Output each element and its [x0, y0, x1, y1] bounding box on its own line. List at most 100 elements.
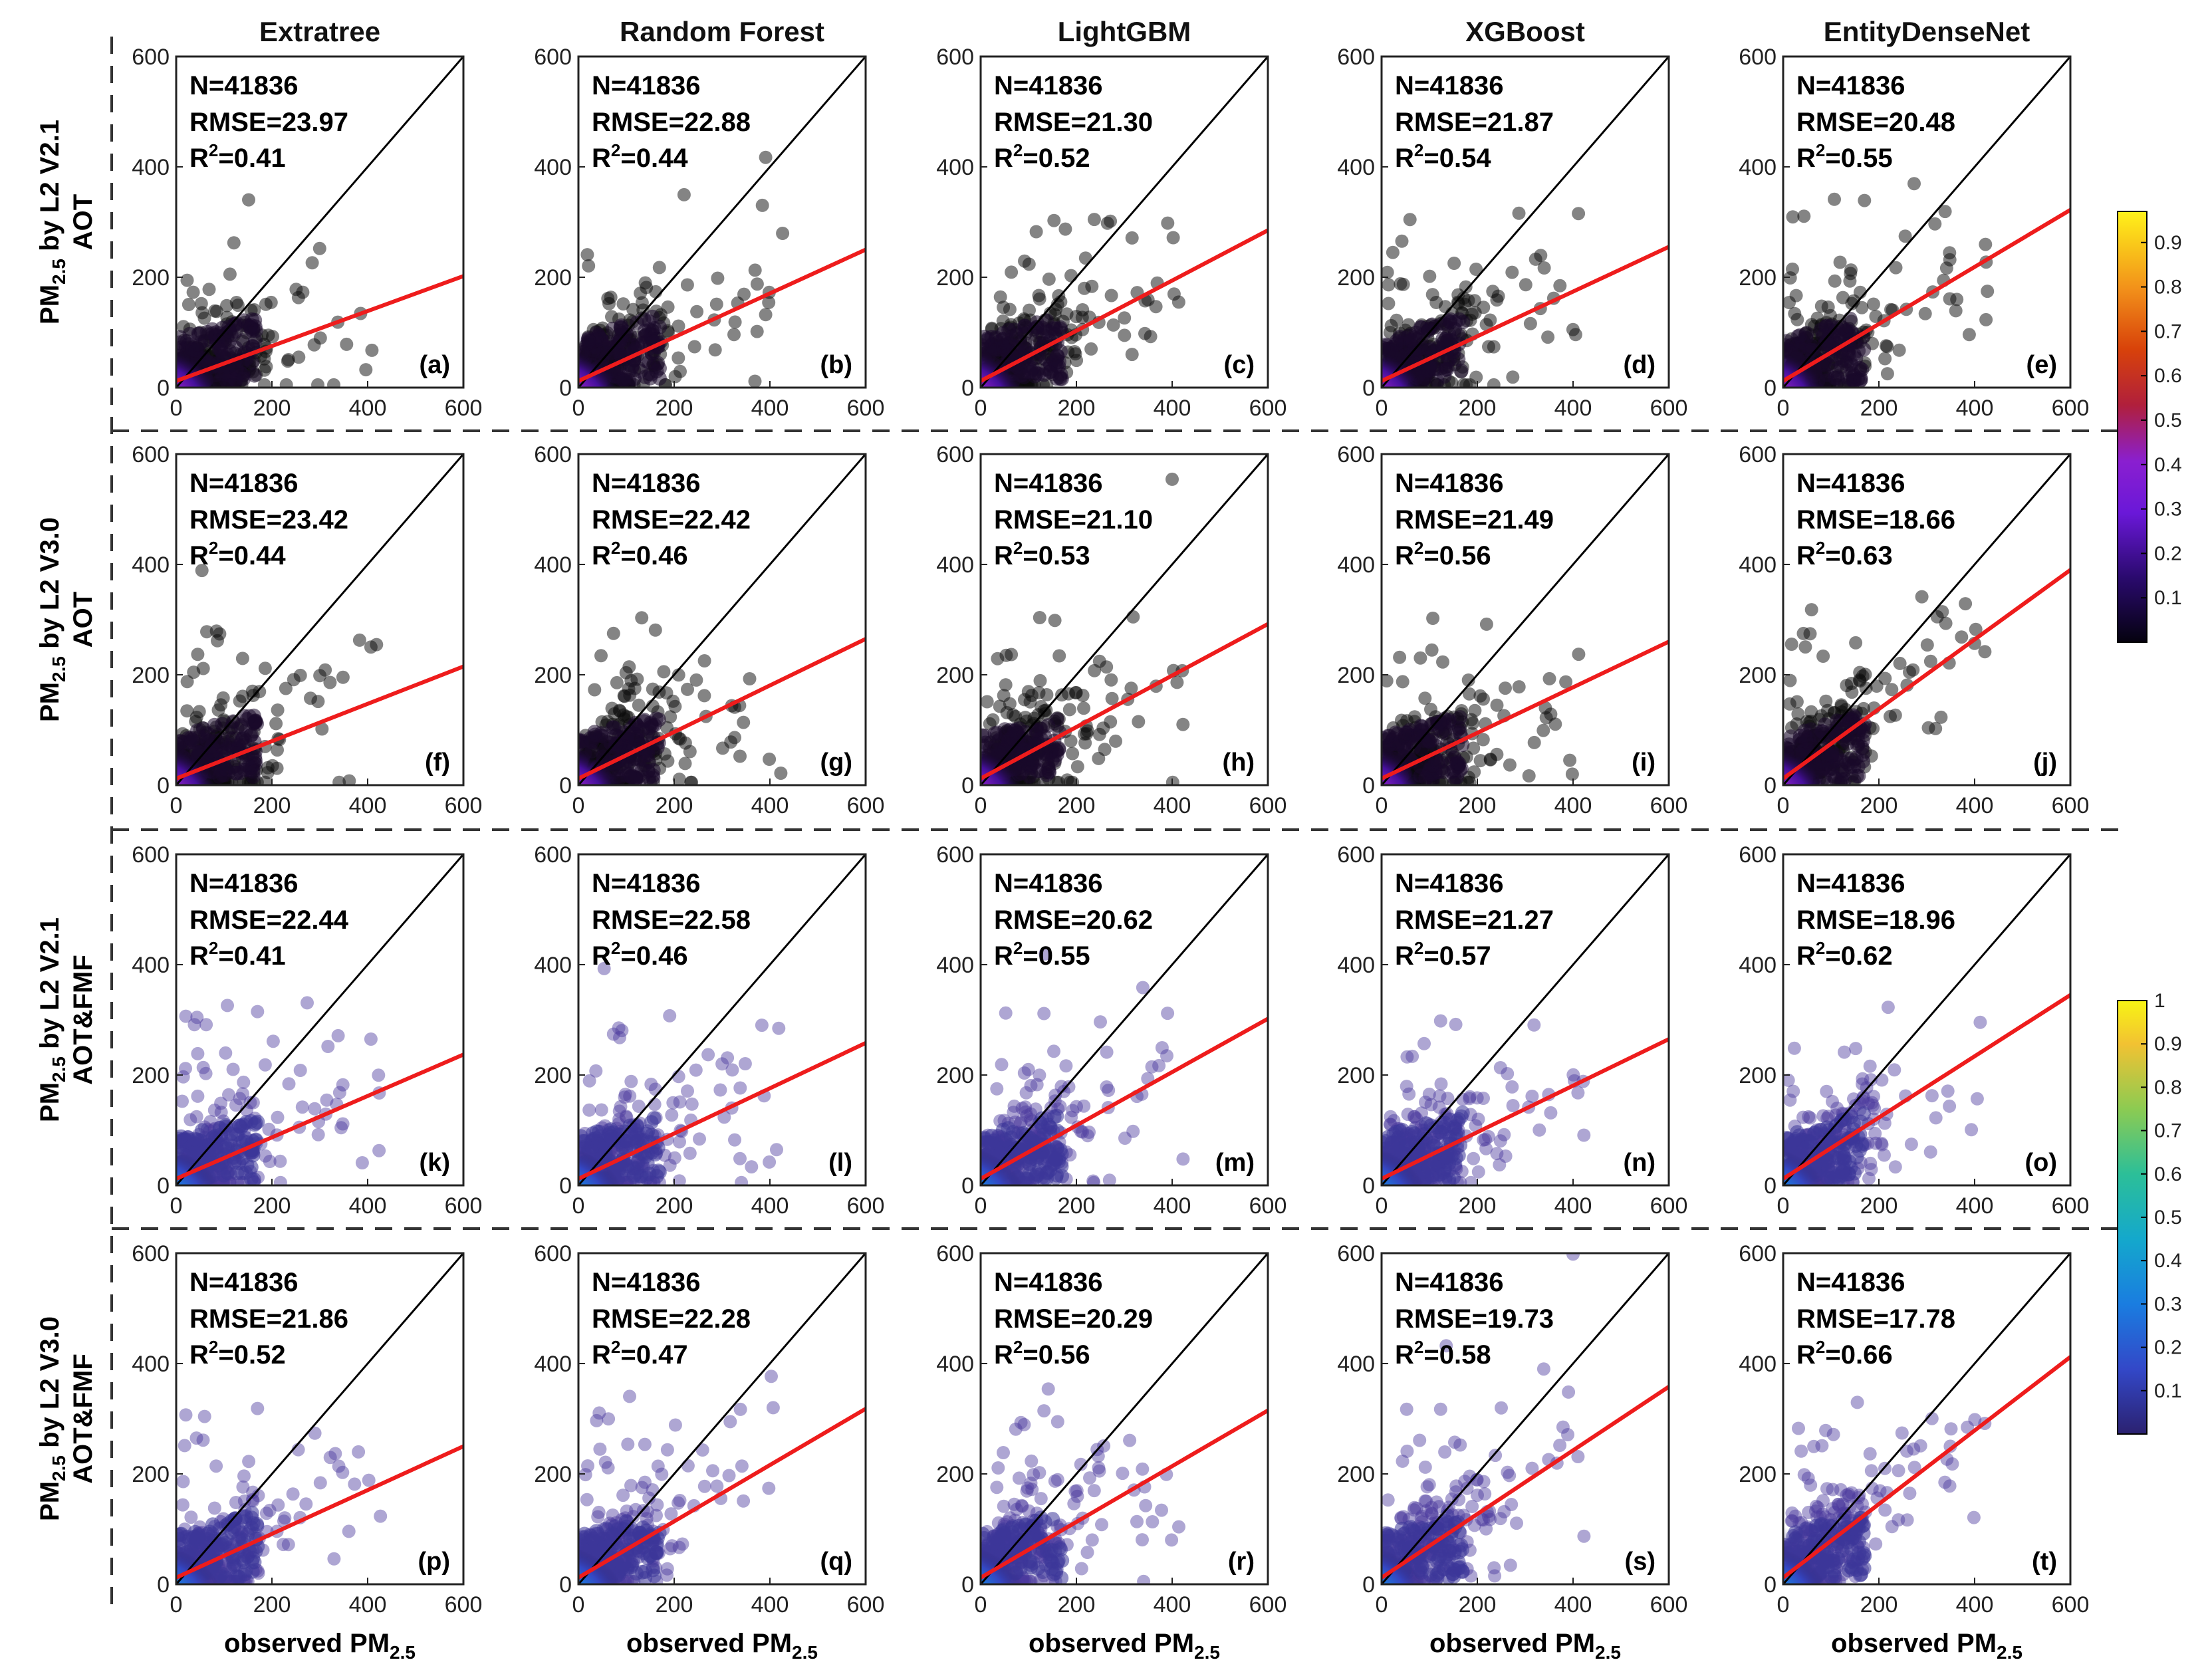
- scatter-point: [1490, 698, 1504, 712]
- scatter-point: [1106, 318, 1120, 332]
- scatter-point: [1469, 263, 1483, 276]
- scatter-point: [207, 1103, 221, 1117]
- panel-label: (h): [1222, 749, 1255, 777]
- stat-rmse: RMSE=18.66: [1796, 505, 1955, 535]
- y-tick-label: 600: [1337, 442, 1375, 467]
- stat-rmse: RMSE=21.49: [1395, 505, 1554, 535]
- row-label-line2: AOT&FMF: [68, 955, 98, 1085]
- x-tick-label: 600: [445, 793, 483, 818]
- scatter-point: [1032, 686, 1046, 699]
- scatter-point: [1790, 312, 1804, 326]
- scatter-point: [1979, 312, 1993, 326]
- y-tick-label: 0: [1764, 773, 1777, 798]
- scatter-point: [1565, 767, 1579, 781]
- scatter-point: [1144, 330, 1158, 344]
- scatter-point: [1880, 367, 1894, 381]
- scatter-point: [1426, 758, 1441, 773]
- scatter-point: [1959, 597, 1973, 611]
- x-tick-label: 400: [1554, 396, 1592, 421]
- scatter-point: [1084, 342, 1098, 356]
- one-to-one-line: [578, 57, 866, 388]
- scatter-point: [1523, 316, 1537, 330]
- stat-r2: R2=0.56: [1395, 538, 1491, 570]
- x-tick-label: 0: [572, 793, 585, 818]
- y-tick-label: 0: [157, 1173, 170, 1199]
- scatter-point: [725, 1063, 739, 1077]
- scatter-point: [1938, 205, 1952, 219]
- scatter-point: [1962, 328, 1976, 342]
- scatter-point: [708, 343, 722, 357]
- scatter-point: [684, 775, 698, 785]
- scatter-point: [1457, 291, 1471, 305]
- scatter-point: [737, 715, 751, 729]
- scatter-point: [1451, 352, 1466, 367]
- scatter-point: [271, 743, 284, 757]
- scatter-point: [190, 1011, 204, 1024]
- scatter-point: [1893, 656, 1907, 670]
- scatter-point: [1858, 193, 1872, 207]
- scatter-point: [630, 338, 646, 353]
- scatter-point: [1843, 759, 1858, 775]
- scatter-point: [632, 698, 646, 712]
- scatter-point: [1838, 713, 1854, 728]
- x-tick-label: 0: [572, 1193, 585, 1219]
- scatter-point: [1845, 685, 1859, 699]
- y-tick-label: 400: [132, 953, 170, 978]
- scatter-point: [745, 1160, 759, 1174]
- scatter-point: [701, 1048, 715, 1062]
- scatter-point: [1171, 295, 1185, 309]
- scatter-point: [618, 1088, 632, 1102]
- scatter-point: [231, 738, 247, 753]
- scatter-point: [242, 193, 255, 207]
- y-tick-label: 0: [1362, 773, 1375, 798]
- scatter-point: [632, 1100, 646, 1113]
- scatter-point: [340, 337, 354, 351]
- x-tick-label: 400: [1956, 793, 1994, 818]
- scatter-point: [191, 648, 205, 661]
- scatter-point: [263, 1155, 277, 1168]
- scatter-point: [582, 1074, 596, 1088]
- scatter-point: [194, 297, 208, 310]
- scatter-point: [1786, 210, 1800, 224]
- y-tick-label: 200: [1337, 265, 1375, 291]
- scatter-point: [334, 1121, 348, 1135]
- scatter-point: [1816, 650, 1830, 663]
- stat-r2: R2=0.44: [189, 538, 286, 570]
- scatter-point: [1814, 322, 1829, 338]
- scatter-point: [648, 623, 662, 637]
- regression-line: [578, 247, 866, 383]
- scatter-point: [176, 1129, 189, 1144]
- scatter-point: [727, 328, 741, 342]
- scatter-point: [1836, 291, 1850, 304]
- scatter-point: [273, 1154, 287, 1168]
- scatter-point: [748, 374, 762, 388]
- scatter-point: [1030, 1078, 1044, 1092]
- scatter-point: [635, 611, 649, 625]
- stat-rmse: RMSE=20.48: [1796, 108, 1955, 137]
- scatter-point: [1866, 297, 1880, 311]
- scatter-point: [281, 353, 295, 366]
- scatter-point: [269, 717, 283, 731]
- scatter-point: [606, 1027, 620, 1041]
- scatter-point: [1132, 715, 1146, 729]
- x-tick-label: 0: [170, 396, 183, 421]
- scatter-point: [668, 370, 682, 384]
- scatter-point: [1835, 320, 1850, 336]
- scatter-point: [179, 1009, 193, 1023]
- x-tick-label: 400: [349, 793, 387, 818]
- scatter-point: [301, 996, 314, 1010]
- scatter-point: [1955, 630, 1969, 644]
- axes-box: [577, 55, 867, 389]
- scatter-point: [372, 1143, 386, 1157]
- scatter-point: [1018, 254, 1031, 268]
- scatter-point: [1844, 267, 1858, 281]
- panel-label: (g): [820, 749, 852, 777]
- scatter-point: [721, 1051, 735, 1065]
- scatter-point: [199, 1018, 213, 1032]
- x-tick-label: 600: [847, 396, 885, 421]
- stat-n: N=41836: [1796, 469, 1905, 498]
- scatter-point: [235, 652, 249, 665]
- scatter-point: [352, 633, 366, 647]
